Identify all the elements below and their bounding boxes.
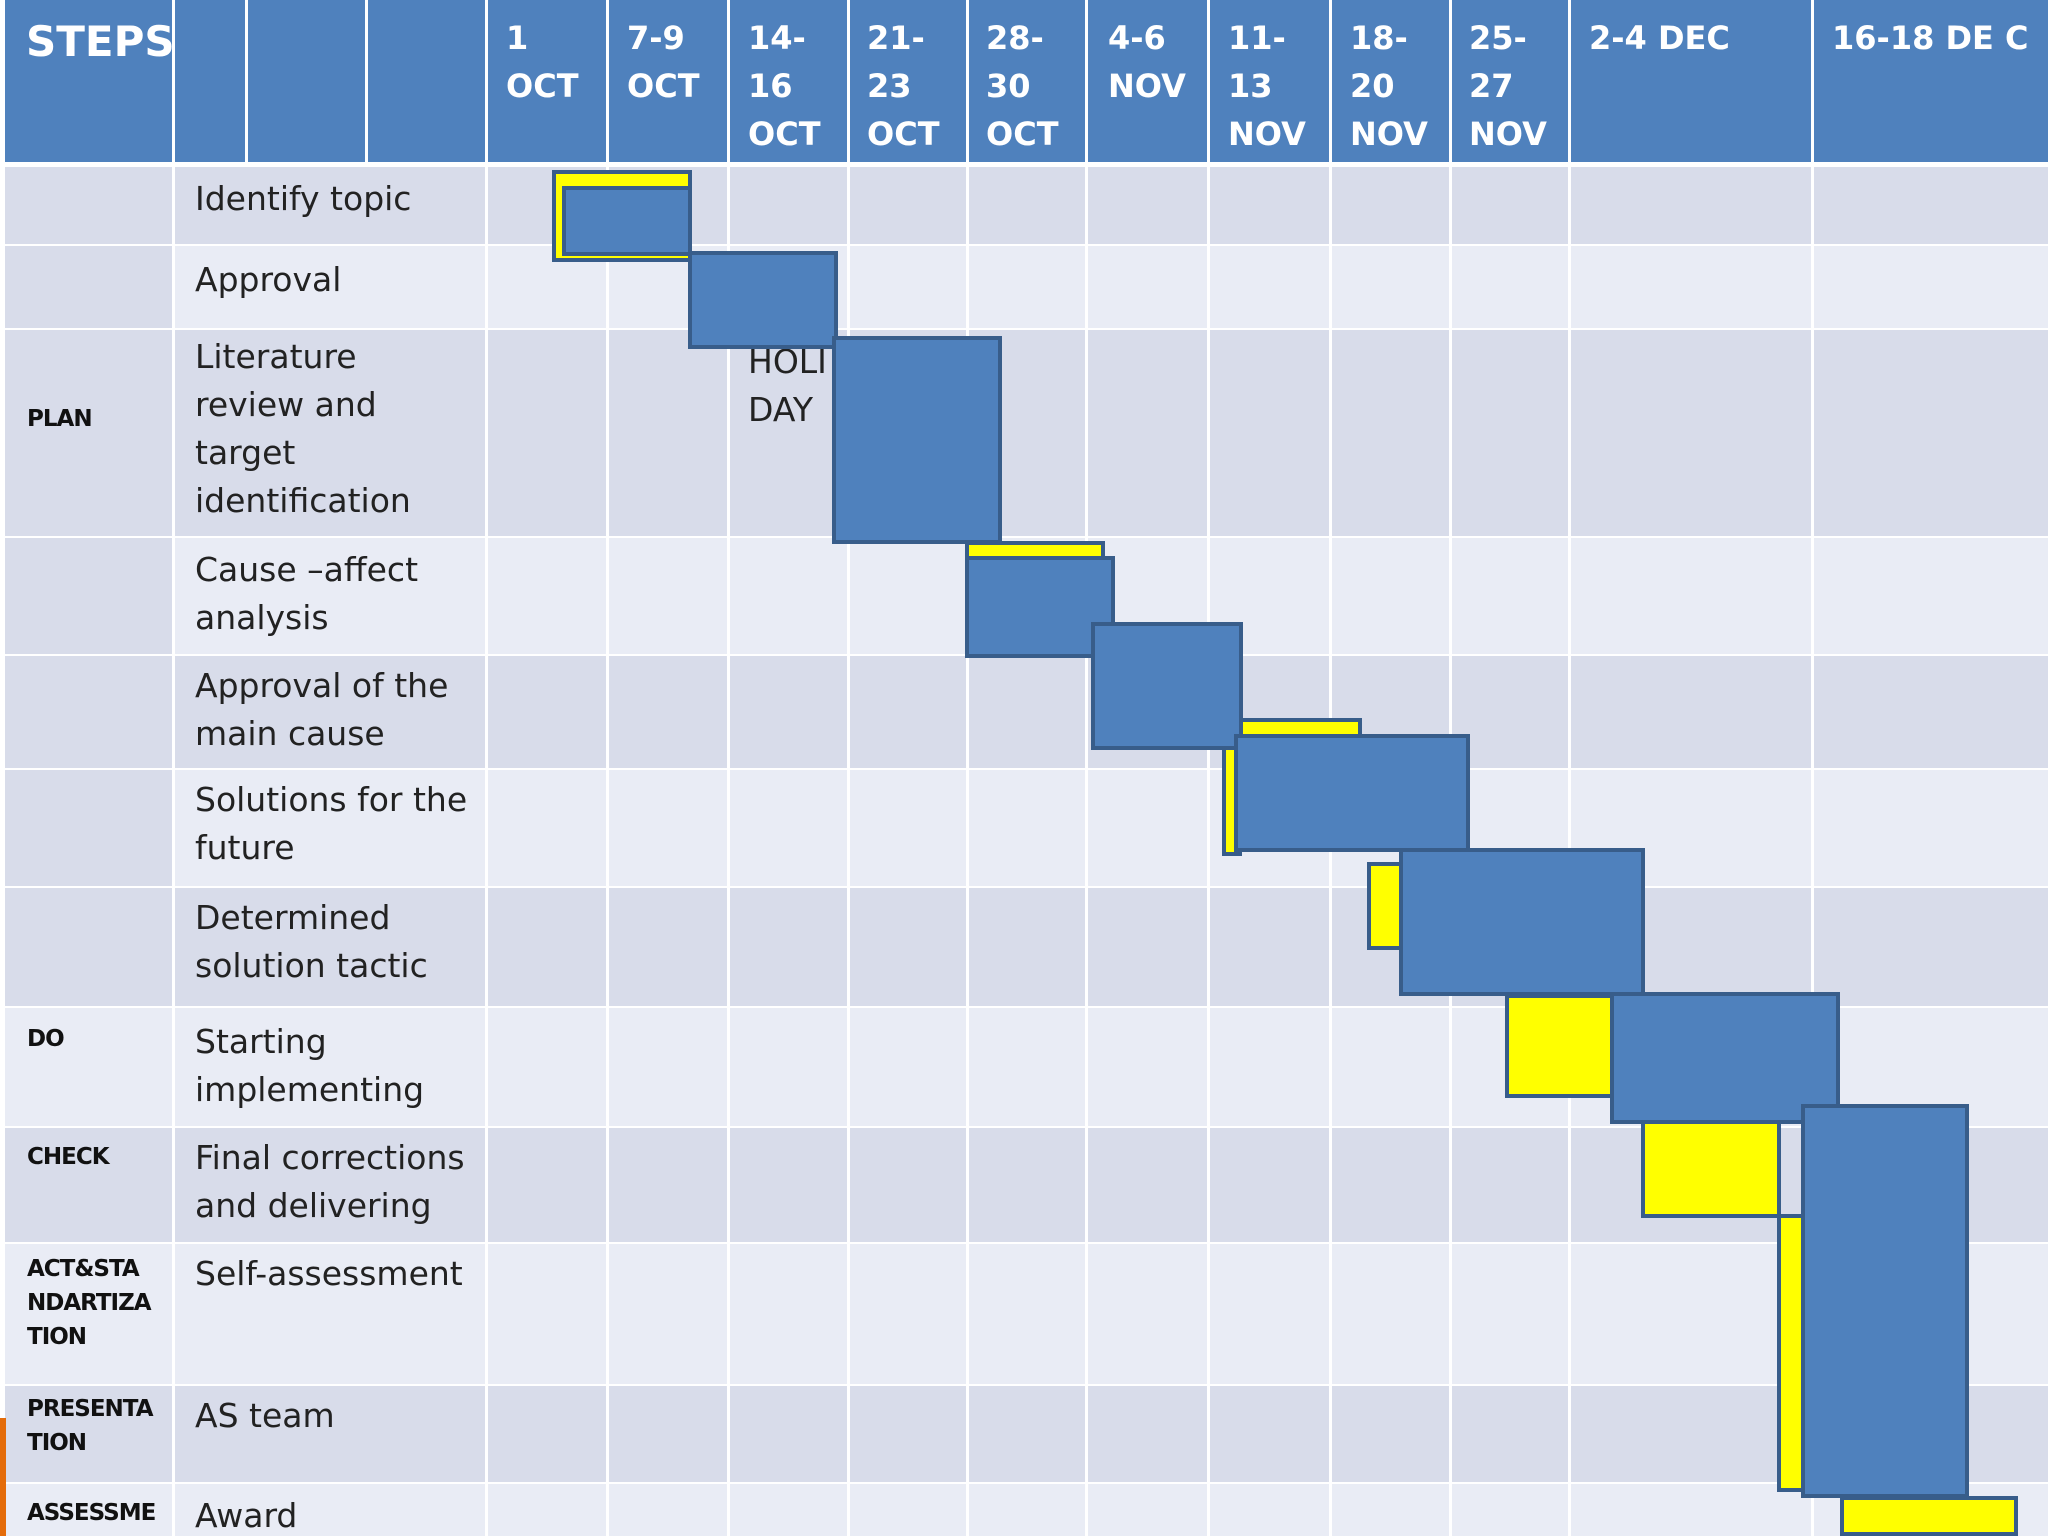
phase-label-presentation: PRESENTA TION [27, 1396, 154, 1456]
week-header: 28- 30 OCT [986, 19, 1059, 153]
phase-cell-assessment [5, 1482, 173, 1536]
grid-line-h [5, 536, 2048, 538]
task-label: Final corrections and delivering [195, 1138, 465, 1225]
grid-line-h [5, 244, 2048, 246]
holiday-note: HOLI DAY [748, 342, 827, 429]
task-label: Literature review and target identificat… [195, 337, 411, 520]
grid-line [365, 0, 368, 162]
week-header: 11- 13 NOV [1228, 19, 1306, 153]
steps-header: STEPS [26, 17, 175, 66]
header-divider [5, 162, 2048, 167]
week-header: 14- 16 OCT [748, 19, 821, 153]
task-label: Approval [195, 260, 342, 299]
week-header: 2-4 DEC [1589, 19, 1730, 57]
week-header: 1 OCT [506, 19, 579, 105]
phase-label-assessment: ASSESSME [27, 1500, 156, 1526]
actual-bar [1399, 848, 1645, 996]
grid-line-h [5, 1384, 2048, 1386]
planned-bar [1840, 1496, 2018, 1536]
header-bar [5, 0, 2048, 162]
actual-bar [1091, 622, 1243, 750]
week-header: 7-9 OCT [627, 19, 700, 105]
planned-bar [1367, 862, 1403, 950]
phase-cell-plan [5, 167, 173, 1006]
phase-cell-act [5, 1242, 173, 1384]
week-header: 21- 23 OCT [867, 19, 940, 153]
row-band-literature [5, 328, 2048, 536]
row-band-self-assessment [5, 1242, 2048, 1384]
row-band-as-team [5, 1384, 2048, 1482]
task-label: Starting implementing [195, 1022, 425, 1109]
task-label: Self-assessment [195, 1254, 463, 1293]
week-header: 16-18 DE C [1832, 19, 2029, 57]
task-label: AS team [195, 1396, 335, 1435]
phase-label-plan: PLAN [27, 406, 93, 432]
task-label: Approval of the main cause [195, 666, 449, 753]
planned-bar [1641, 1120, 1781, 1218]
row-band-approval [5, 244, 2048, 328]
actual-bar [688, 251, 838, 349]
row-band-identify-topic [5, 167, 2048, 244]
task-label: Award [195, 1496, 298, 1535]
actual-bar [562, 186, 692, 256]
week-header: 4-6 NOV [1108, 19, 1186, 105]
actual-bar [1234, 734, 1470, 852]
slide-accent-mark [0, 1418, 6, 1536]
week-header: 18- 20 NOV [1350, 19, 1428, 153]
grid-line-h [5, 768, 2048, 770]
phase-cell-presentation [5, 1384, 173, 1482]
grid-line-h [5, 1242, 2048, 1244]
phase-label-do: DO [27, 1026, 65, 1052]
phase-label-check: CHECK [27, 1144, 110, 1170]
phase-label-act-standardization: ACT&STA NDARTIZA TION [27, 1256, 152, 1350]
actual-bar [965, 556, 1115, 658]
row-band-tactic [5, 886, 2048, 1006]
actual-bar [832, 336, 1002, 544]
grid-line-h [5, 1006, 2048, 1008]
task-label: Identify topic [195, 179, 412, 218]
row-band-award [5, 1482, 2048, 1536]
task-label: Cause –affect analysis [195, 550, 419, 637]
grid-line-h [5, 1482, 2048, 1484]
week-header: 25- 27 NOV [1469, 19, 1547, 153]
grid-line-h [5, 886, 2048, 888]
grid-line-h [5, 328, 2048, 330]
planned-bar [1505, 994, 1617, 1098]
grid-line-h [5, 1126, 2048, 1128]
actual-bar [1610, 992, 1840, 1124]
phase-cell-do [5, 1006, 173, 1126]
row-band-solutions [5, 768, 2048, 886]
grid-line [245, 0, 248, 162]
row-band-approval-main-cause [5, 654, 2048, 768]
task-label: Solutions for the future [195, 780, 468, 867]
phase-cell-check [5, 1126, 173, 1242]
actual-bar [1801, 1104, 1969, 1498]
task-label: Determined solution tactic [195, 898, 428, 985]
